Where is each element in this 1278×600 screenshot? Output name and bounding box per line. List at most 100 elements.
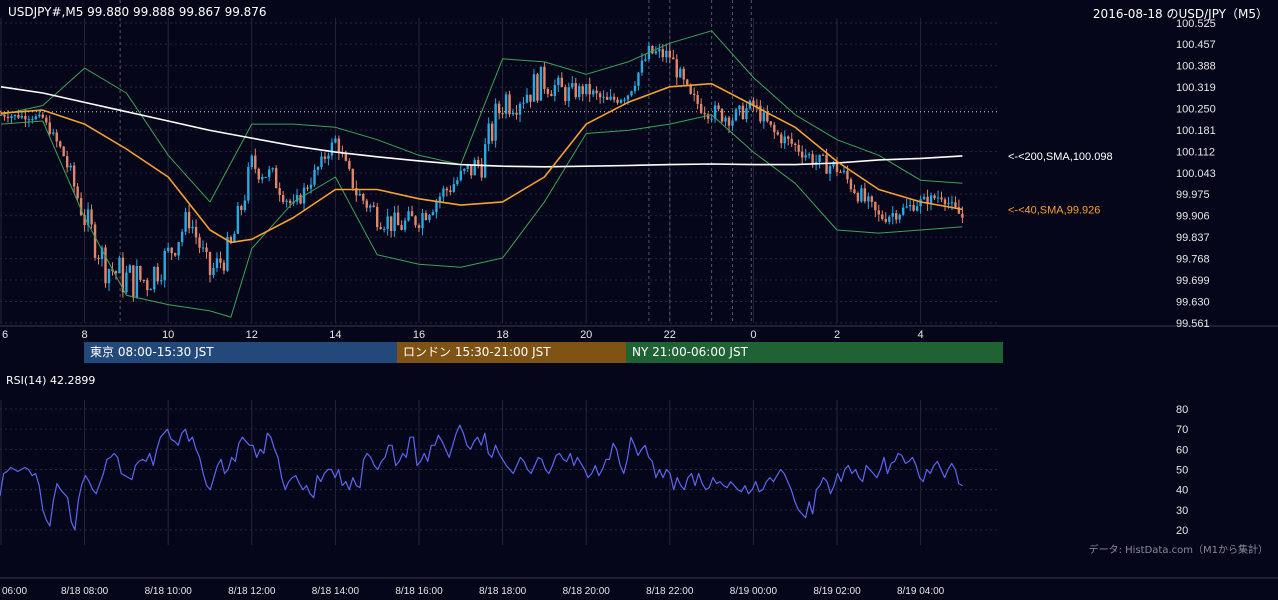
- time-tick-label: 8/18 14:00: [312, 586, 360, 597]
- price-tick-label: 99.630: [1176, 297, 1210, 309]
- candle-body: [442, 188, 445, 197]
- candle-body: [602, 96, 605, 98]
- candle-body: [149, 289, 152, 291]
- time-tick-label: 06:00: [2, 586, 27, 597]
- candle-body: [118, 257, 121, 274]
- candle-body: [703, 112, 706, 115]
- candle-body: [807, 154, 811, 156]
- candle-body: [874, 201, 877, 211]
- candle-body: [90, 209, 93, 225]
- sma40-line: [0, 82, 963, 244]
- candle-body: [912, 205, 915, 211]
- candle-body: [957, 207, 961, 214]
- candle-body: [379, 227, 382, 229]
- candle-body: [417, 225, 421, 229]
- candle-body: [79, 198, 83, 216]
- candle-body: [853, 189, 856, 194]
- candle-body: [173, 253, 177, 256]
- candle-body: [323, 156, 327, 159]
- candle-body: [477, 160, 480, 165]
- candle-body: [811, 154, 814, 165]
- time-tick-label: 8/19 00:00: [730, 586, 778, 597]
- candle-body: [285, 200, 288, 202]
- candle-body: [382, 228, 386, 230]
- candle-body: [961, 213, 964, 218]
- candle-body: [929, 195, 933, 205]
- candle-body: [0, 114, 3, 116]
- candle-body: [139, 265, 142, 280]
- candle-body: [884, 218, 887, 222]
- candle-body: [45, 117, 48, 123]
- candle-body: [943, 199, 947, 205]
- candle-body: [891, 213, 894, 217]
- candle-body: [536, 74, 539, 101]
- candle-body: [821, 154, 825, 156]
- candle-body: [856, 193, 860, 202]
- candle-body: [435, 201, 438, 213]
- candle-body: [31, 119, 34, 121]
- candle-body: [389, 216, 393, 231]
- price-tick-label: 99.975: [1176, 189, 1210, 201]
- candle-body: [713, 105, 717, 119]
- candle-body: [692, 93, 696, 96]
- candle-body: [504, 94, 508, 114]
- candle-body: [720, 108, 724, 122]
- candle-body: [156, 266, 159, 282]
- candle-body: [888, 216, 891, 222]
- candle-body: [515, 112, 518, 115]
- candle-body: [532, 74, 536, 102]
- hour-tick-label: 0: [750, 329, 756, 341]
- candle-body: [13, 114, 17, 117]
- candle-body: [369, 205, 372, 208]
- candle-body: [508, 94, 511, 115]
- candle-body: [560, 77, 564, 88]
- session-ny: NY 21:00-06:00 JST: [626, 342, 1003, 363]
- candle-body: [546, 88, 550, 94]
- hour-tick-label: 18: [496, 329, 508, 341]
- hour-tick-label: 10: [162, 329, 174, 341]
- candle-body: [616, 99, 619, 103]
- candle-body: [762, 112, 766, 122]
- candle-body: [487, 123, 490, 145]
- rsi-tick-label: 30: [1176, 505, 1188, 517]
- candle-body: [93, 224, 97, 258]
- candle-body: [926, 196, 929, 205]
- price-tick-label: 100.457: [1176, 39, 1216, 51]
- candle-body: [668, 50, 671, 58]
- candle-body: [386, 216, 389, 229]
- candle-body: [794, 143, 797, 145]
- candle-body: [787, 136, 790, 139]
- candle-body: [800, 151, 804, 158]
- candle-body: [598, 93, 602, 98]
- candle-body: [773, 124, 776, 133]
- price-grid: [0, 0, 1278, 327]
- time-tick-label: 8/18 12:00: [228, 586, 276, 597]
- candle-body: [264, 176, 267, 178]
- candle-body: [947, 203, 950, 205]
- time-tick-label: 8/18 16:00: [395, 586, 443, 597]
- candle-body: [121, 257, 125, 293]
- candle-body: [240, 206, 243, 211]
- candle-body: [571, 83, 574, 88]
- candle-body: [3, 114, 6, 117]
- candle-body: [222, 262, 226, 271]
- candle-body: [644, 59, 647, 61]
- session-london: ロンドン 15:30-21:00 JST: [397, 342, 626, 363]
- candle-body: [17, 114, 20, 118]
- candle-body: [194, 226, 198, 238]
- candle-body: [52, 132, 55, 134]
- candle-body: [581, 86, 584, 95]
- candle-body: [623, 99, 626, 101]
- candle-body: [334, 138, 337, 143]
- rsi-tick-label: 70: [1176, 424, 1188, 436]
- candle-body: [828, 166, 832, 174]
- candle-body: [254, 155, 257, 169]
- candle-body: [578, 86, 581, 98]
- candle-body: [842, 170, 846, 173]
- price-tick-label: 100.043: [1176, 168, 1216, 180]
- candle-body: [281, 195, 285, 202]
- candle-body: [609, 96, 612, 100]
- candle-body: [107, 269, 111, 284]
- candle-body: [184, 211, 187, 232]
- candle-body: [114, 271, 118, 274]
